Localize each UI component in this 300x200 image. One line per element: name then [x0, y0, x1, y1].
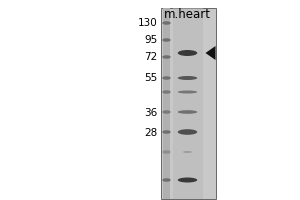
Text: 72: 72 [144, 52, 158, 62]
Ellipse shape [162, 55, 171, 59]
Text: m.heart: m.heart [164, 8, 211, 21]
Ellipse shape [162, 130, 171, 134]
Ellipse shape [178, 50, 197, 56]
Text: 55: 55 [144, 73, 158, 83]
Polygon shape [206, 46, 215, 60]
Bar [163, 8, 170, 199]
Bar [160, 8, 216, 199]
Text: 130: 130 [138, 18, 158, 28]
Ellipse shape [162, 21, 171, 25]
Ellipse shape [162, 90, 171, 94]
Ellipse shape [178, 129, 197, 135]
Text: 28: 28 [144, 128, 158, 138]
Ellipse shape [162, 178, 171, 182]
Text: 36: 36 [144, 108, 158, 118]
Ellipse shape [178, 110, 197, 114]
Ellipse shape [178, 178, 197, 182]
Ellipse shape [183, 151, 192, 153]
Ellipse shape [162, 110, 171, 114]
Ellipse shape [162, 38, 171, 42]
Ellipse shape [162, 76, 171, 80]
Ellipse shape [162, 150, 171, 154]
Text: 95: 95 [144, 35, 158, 45]
Ellipse shape [178, 90, 197, 94]
Bar [172, 8, 203, 199]
Ellipse shape [178, 76, 197, 80]
